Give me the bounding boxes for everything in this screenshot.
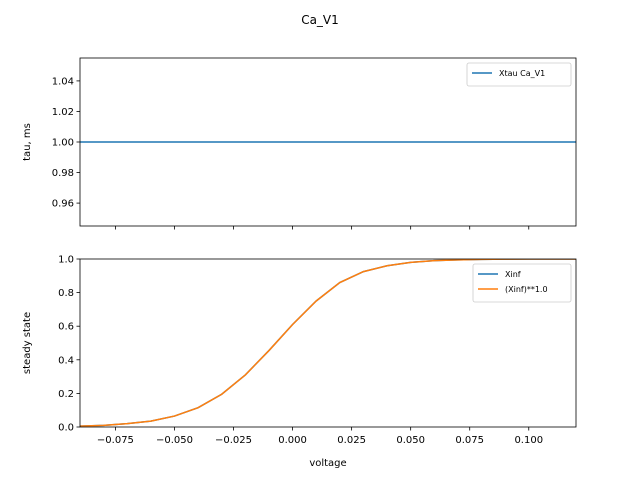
x-tick-label: 0.075 [455, 435, 484, 446]
tau-panel: 0.96 0.98 1.00 1.02 1.04 tau, ms Xtau Ca_V1 [22, 57, 577, 230]
y-tick-label: 0.8 [58, 288, 74, 299]
steady-state-panel: −0.075 −0.050 −0.025 0.000 0.025 0.050 0.075 0.… [22, 255, 577, 469]
x-tick-label: −0.050 [156, 435, 193, 446]
legend-label: Xtau Ca_V1 [499, 69, 545, 78]
legend-label: Xinf [505, 270, 521, 279]
legend-box [472, 263, 572, 303]
y-tick-label: 0.0 [58, 423, 74, 434]
y-tick-label: 1.04 [52, 76, 74, 87]
x-tick-label: 0.100 [514, 435, 543, 446]
y-tick-label: 1.00 [52, 138, 74, 149]
y-tick-label: 0.4 [58, 355, 74, 366]
y-tick-label: 0.2 [58, 389, 74, 400]
legend-box [466, 62, 572, 87]
x-tick-label: 0.000 [278, 435, 307, 446]
x-axis-label: voltage [309, 458, 346, 469]
y-tick-label: 0.96 [52, 199, 74, 210]
legend-label: (Xinf)**1.0 [505, 285, 548, 294]
y-axis-label: steady state [22, 312, 33, 374]
axes-frame [79, 258, 577, 428]
x-tick-label: 0.025 [337, 435, 366, 446]
x-tick-label: −0.075 [97, 435, 134, 446]
figure-title: Ca_V1 [301, 13, 339, 27]
x-tick-label: −0.025 [215, 435, 252, 446]
y-tick-label: 0.6 [58, 322, 74, 333]
y-tick-label: 1.02 [52, 107, 74, 118]
x-tick-label: 0.050 [396, 435, 425, 446]
y-tick-label: 1.0 [58, 255, 74, 266]
y-axis-label: tau, ms [22, 123, 33, 161]
y-tick-label: 0.98 [52, 168, 74, 179]
